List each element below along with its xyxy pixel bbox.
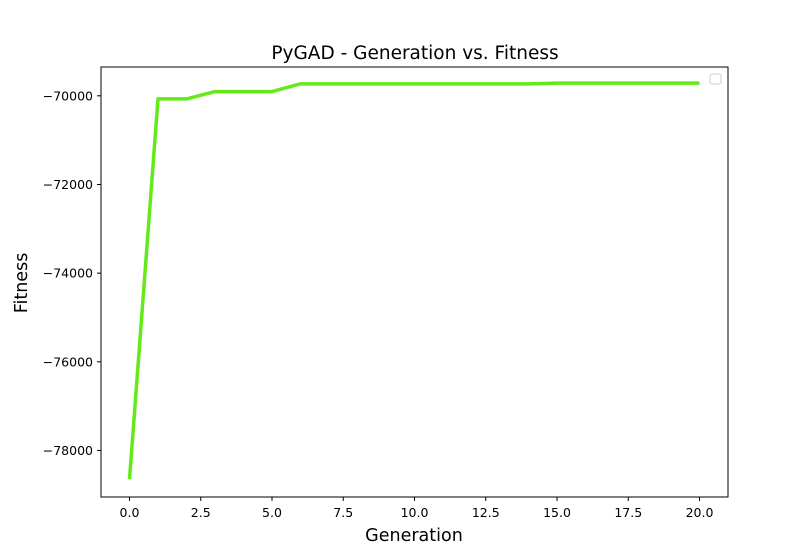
x-tick-label: 15.0 (543, 505, 571, 520)
chart-title: PyGAD - Generation vs. Fitness (271, 43, 558, 64)
fitness-series-line (127, 81, 700, 480)
x-tick-label: 20.0 (686, 505, 714, 520)
plot-frame (100, 66, 729, 498)
y-tick-label: −74000 (43, 266, 93, 281)
x-tick-label: 5.0 (262, 505, 282, 520)
x-tick-label: 0.0 (120, 505, 140, 520)
y-axis-ticks: −78000 −76000 −74000 −72000 −70000 (43, 88, 101, 458)
y-tick-label: −72000 (43, 177, 93, 192)
y-axis-label: Fitness (12, 253, 32, 314)
x-tick-label: 17.5 (614, 505, 642, 520)
y-tick-label: −76000 (43, 354, 93, 369)
legend-box (709, 73, 722, 85)
y-tick-label: −70000 (43, 88, 93, 103)
x-axis-ticks: 0.0 2.5 5.0 7.5 10.0 12.5 15.0 17.5 20.0 (120, 497, 714, 520)
y-tick-label: −78000 (43, 443, 93, 458)
x-axis-label: Generation (365, 526, 463, 546)
series-layer (127, 81, 700, 480)
x-tick-label: 2.5 (191, 505, 211, 520)
x-tick-label: 12.5 (472, 505, 500, 520)
x-tick-label: 7.5 (333, 505, 353, 520)
x-tick-label: 10.0 (401, 505, 429, 520)
